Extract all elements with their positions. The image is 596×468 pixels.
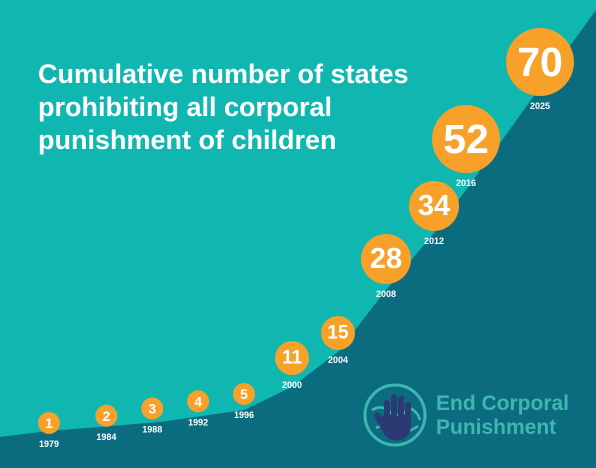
data-point-2004 [321, 316, 355, 350]
data-point-1996 [233, 383, 255, 405]
cumulative-area [0, 10, 596, 468]
year-label-1984: 1984 [96, 432, 116, 442]
data-label-1979: 1 [45, 415, 53, 431]
data-point-2025 [506, 28, 574, 96]
data-label-2000: 11 [282, 348, 303, 369]
chart-title-line-1: Cumulative number of states [38, 59, 409, 89]
year-label-2025: 2025 [530, 101, 550, 111]
data-label-2016: 52 [443, 116, 489, 162]
data-label-2008: 28 [370, 243, 402, 275]
data-point-1979 [38, 412, 60, 434]
year-label-2016: 2016 [456, 178, 476, 188]
end-corporal-punishment-logo: End Corporal Punishment [362, 382, 592, 448]
year-label-2008: 2008 [376, 289, 396, 299]
data-point-1992 [187, 390, 210, 413]
year-label-2000: 2000 [282, 380, 302, 390]
chart-marks: 1 1979 2 1984 3 1988 4 1992 5 1996 11 2000 15 2004 28 2… [38, 28, 574, 449]
data-point-2008 [361, 234, 411, 284]
data-point-2000 [275, 341, 309, 375]
year-label-1979: 1979 [39, 439, 59, 449]
data-label-2004: 15 [327, 323, 349, 344]
year-label-1988: 1988 [142, 425, 162, 435]
logo-line-2: Punishment [436, 416, 557, 439]
chart-title: Cumulative number of states prohibiting … [38, 58, 468, 157]
year-label-1996: 1996 [234, 410, 254, 420]
data-label-1996: 5 [240, 386, 248, 402]
data-point-1988 [141, 397, 164, 420]
year-label-1992: 1992 [188, 417, 208, 427]
chart-title-line-3: punishment of children [38, 125, 337, 155]
raised-hand-globe-icon [363, 383, 427, 447]
data-point-2016 [432, 105, 500, 173]
data-label-1984: 2 [102, 408, 110, 424]
logo-line-1: End Corporal [436, 392, 570, 415]
data-point-2012 [409, 181, 459, 231]
data-point-1984 [95, 404, 118, 427]
data-label-2012: 34 [418, 190, 450, 222]
year-label-2004: 2004 [328, 355, 348, 365]
chart-title-line-2: prohibiting all corporal [38, 92, 333, 122]
data-label-1988: 3 [148, 401, 156, 417]
logo-wordmark: End Corporal Punishment [436, 392, 569, 440]
year-label-2012: 2012 [424, 236, 444, 246]
data-label-2025: 70 [517, 39, 563, 85]
data-label-1992: 4 [194, 393, 202, 409]
